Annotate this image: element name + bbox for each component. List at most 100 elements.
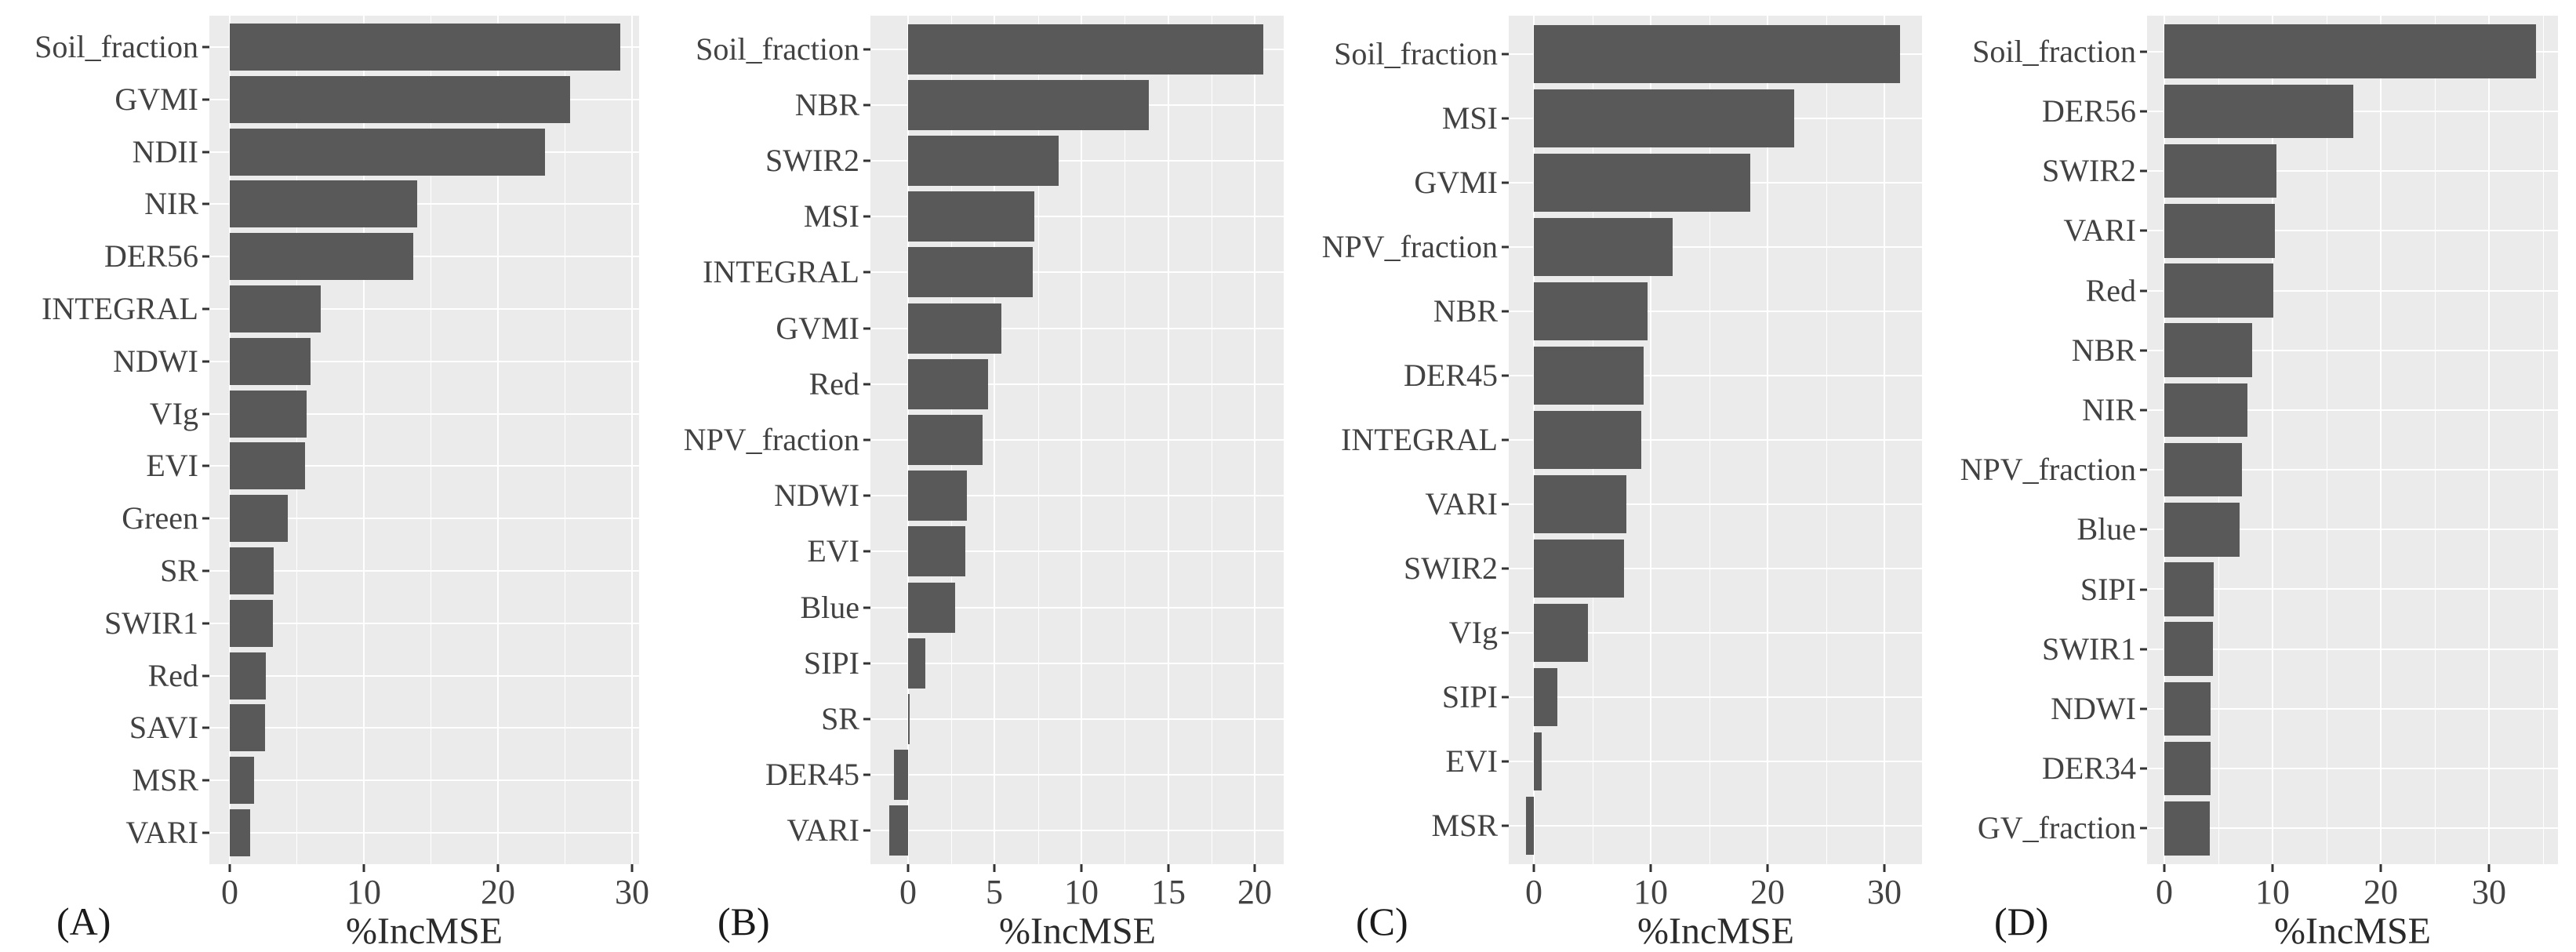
bar [2164, 24, 2537, 78]
bar [230, 704, 265, 752]
y-axis-label: GV_fraction [1977, 810, 2136, 846]
bar [908, 79, 1150, 130]
gridline-horizontal [870, 328, 1284, 329]
gridline-horizontal [1509, 696, 1922, 698]
y-tick-mark [1502, 631, 1509, 634]
y-tick-mark [202, 98, 209, 101]
y-axis-label: NPV_fraction [683, 422, 859, 457]
y-axis-label: Soil_fraction [696, 31, 859, 67]
bar [1534, 89, 1795, 148]
gridline-horizontal [209, 832, 639, 834]
y-tick-mark [1502, 567, 1509, 570]
y-axis-label: SWIR2 [1404, 550, 1498, 586]
bar [1534, 732, 1542, 790]
gridline-horizontal [2147, 230, 2558, 231]
y-axis-label: DER56 [104, 238, 198, 274]
gridline-horizontal [209, 623, 639, 624]
x-tick-label: 0 [899, 873, 917, 911]
y-tick-mark [863, 494, 870, 497]
gridline-horizontal [2147, 409, 2558, 411]
panel-label: (C) [1356, 899, 1408, 943]
gridline-major [363, 16, 365, 864]
x-tick-label: 30 [615, 873, 649, 911]
gridline-major [2164, 16, 2165, 864]
x-tick-label: 20 [481, 873, 515, 911]
bar [230, 442, 305, 490]
gridline-horizontal [1509, 761, 1922, 762]
x-tick-label: 10 [2255, 873, 2290, 911]
bar [908, 303, 1002, 354]
gridline-major [229, 16, 231, 864]
bar [908, 693, 910, 744]
y-tick-mark [2140, 827, 2147, 830]
x-tick-label: 15 [1151, 873, 1186, 911]
gridline-horizontal [2147, 170, 2558, 172]
bar [2164, 503, 2240, 557]
y-axis-label: Soil_fraction [35, 29, 198, 65]
y-axis-label: SR [821, 700, 859, 736]
panel-label: (D) [1994, 899, 2049, 943]
x-tick-label: 0 [221, 873, 238, 911]
y-tick-mark [1502, 438, 1509, 441]
gridline-horizontal [209, 727, 639, 729]
y-tick-mark [202, 307, 209, 311]
y-tick-mark [1502, 53, 1509, 56]
y-tick-mark [2140, 289, 2147, 292]
y-axis-label: Green [122, 500, 198, 536]
y-axis-label: INTEGRAL [42, 291, 198, 326]
y-axis-label: SWIR2 [2042, 153, 2136, 189]
gridline-horizontal [2147, 827, 2558, 829]
y-tick-mark [2140, 349, 2147, 352]
panel-label: (B) [718, 899, 770, 943]
gridline-major [2272, 16, 2273, 864]
gridline-horizontal [209, 413, 639, 415]
gridline-horizontal [870, 160, 1284, 162]
x-tick-mark [2487, 864, 2491, 872]
bar [908, 247, 1034, 298]
y-axis-label: NIR [144, 186, 198, 222]
gridline-horizontal [1509, 503, 1922, 505]
y-axis-label: NDWI [774, 478, 859, 514]
bar [888, 805, 908, 856]
y-tick-mark [863, 327, 870, 330]
gridline-horizontal [2147, 350, 2558, 351]
y-tick-mark [2140, 707, 2147, 710]
x-tick-mark [2163, 864, 2166, 872]
bar [2164, 741, 2211, 796]
y-tick-mark [202, 622, 209, 625]
x-tick-mark [630, 864, 634, 872]
x-tick-label: 20 [1750, 873, 1785, 911]
bar [1534, 540, 1624, 598]
y-axis-label: NBR [2071, 332, 2136, 368]
y-axis-label: DER45 [1404, 358, 1498, 393]
bar [2164, 144, 2277, 198]
gridline-minor [2435, 16, 2436, 864]
gridline-horizontal [209, 518, 639, 519]
gridline-minor [2218, 16, 2219, 864]
gridline-horizontal [2147, 529, 2558, 530]
y-tick-mark [202, 45, 209, 49]
gridline-horizontal [1509, 632, 1922, 634]
gridline-horizontal [2147, 290, 2558, 292]
y-axis-label: NPV_fraction [1321, 229, 1498, 265]
y-tick-mark [202, 831, 209, 834]
gridline-horizontal [2147, 768, 2558, 769]
y-axis-label: SWIR2 [765, 143, 859, 179]
gridline-major [497, 16, 499, 864]
y-axis-label: VARI [125, 814, 198, 850]
y-axis-label: VARI [787, 812, 859, 848]
x-axis-title: %IncMSE [999, 910, 1156, 952]
bar [2164, 801, 2210, 856]
gridline-horizontal [1509, 439, 1922, 441]
y-tick-mark [863, 438, 870, 441]
x-tick-mark [1883, 864, 1886, 872]
y-tick-mark [202, 255, 209, 258]
y-tick-mark [1502, 310, 1509, 313]
y-axis-label: SAVI [129, 710, 198, 746]
y-axis-label: Soil_fraction [1972, 33, 2136, 69]
y-axis-label: DER56 [2042, 93, 2136, 129]
bar [908, 136, 1059, 187]
y-tick-mark [2140, 50, 2147, 53]
x-tick-mark [1080, 864, 1083, 872]
gridline-horizontal [870, 663, 1284, 664]
